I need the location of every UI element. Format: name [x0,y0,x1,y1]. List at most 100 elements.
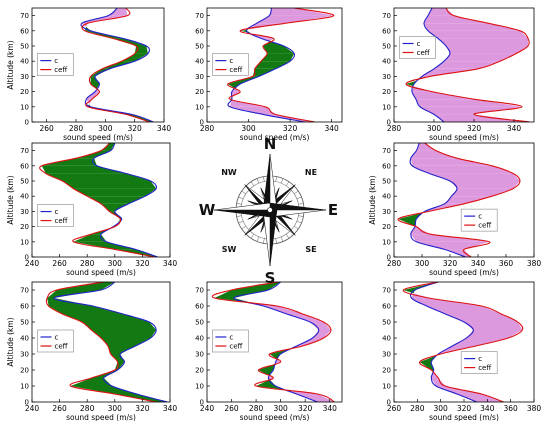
y-tick-label: 70 [195,287,204,295]
x-tick-label: 280 [249,404,264,413]
y-tick-label: 20 [382,367,391,375]
y-tick-label: 30 [20,73,29,81]
series-line-ceff [211,282,335,402]
compass-rose: N NE E SE S SW W NW [199,135,338,287]
compass-tick [236,203,242,205]
x-tick-label: 360 [504,404,519,413]
compass-point [269,209,278,267]
legend-label-c: c [55,208,59,216]
x-axis-label: sound speed (m/s) [63,133,133,142]
series-lines [405,8,531,122]
compass-label-sw: SW [222,245,237,254]
y-tick-label: 40 [20,58,29,66]
chart-panel-nw: 260 280 300 320 340 0 10 20 30 40 50 60 70 sound spee… [6,7,171,142]
x-tick-label: 280 [69,124,84,133]
x-axis-label: sound speed (m/s) [429,268,499,277]
x-tick-label: 320 [467,124,482,133]
fill-segment [310,322,331,330]
chart-panel-sw: 240 260 280 300 320 340 0 10 20 30 40 50 60 70 sound s… [6,281,177,421]
series-lines [211,282,335,402]
x-tick-label: 300 [98,124,113,133]
y-tick-label: 60 [20,162,29,170]
fill-segment [108,8,128,16]
fill-segment [268,378,274,380]
y-tick-label: 50 [382,178,391,186]
series-line-ceff [397,143,521,257]
compass-tick [263,238,265,244]
fill-segment [86,91,100,100]
series-lines [45,282,168,402]
fill-segment [248,23,286,30]
series-line-c [411,8,451,122]
series-line-c [410,282,478,402]
x-tick-label: 240 [200,404,215,413]
x-tick-label: 280 [387,259,402,268]
x-axis-label: sound speed (m/s) [240,413,310,421]
legend-label-c: c [55,334,59,342]
x-axis-label: sound speed (m/s) [66,413,136,421]
fill-segment [445,314,518,322]
y-tick-label: 70 [382,147,391,155]
y-tick-label: 40 [195,335,204,343]
y-tick-label: 70 [20,12,29,20]
chart-panel-se: 260 280 300 320 340 360 380 0 10 20 30 40 50 60 70 soun… [382,281,542,421]
fill-segment [410,234,490,242]
x-tick-label: 300 [273,404,288,413]
legend-label-c: c [54,57,58,65]
x-tick-label: 380 [527,259,542,268]
y-tick-label: 0 [25,399,29,407]
fill-segment [256,15,334,24]
fill-area [403,282,523,402]
x-tick-label: 380 [527,404,542,413]
y-tick-label: 50 [20,319,29,327]
fill-segment [406,84,414,87]
compass-label-n: N [264,135,277,153]
compass-tick [241,190,247,195]
compass-tick [280,178,284,184]
y-axis-label: Altitude (km) [6,317,15,366]
y-tick-label: 0 [200,119,204,127]
y-tick-label: 30 [195,73,204,81]
x-tick-label: 280 [80,259,95,268]
fill-segment [110,354,125,362]
fill-segment [227,84,241,89]
fill-segment [268,376,274,378]
fill-segment [450,181,520,189]
fill-segment [252,68,276,77]
compass-label-e: E [328,201,338,219]
compass-tick [236,215,242,217]
fill-segment [91,330,157,338]
fill-segment [73,241,136,250]
fill-segment [229,106,276,115]
fill-segment [296,394,335,402]
compass-tick [275,176,277,182]
x-tick-label: 240 [25,259,40,268]
fill-area [406,8,530,122]
compass-tick [298,215,304,217]
y-tick-label: 40 [20,335,29,343]
x-tick-label: 320 [298,404,313,413]
x-axis-label: sound speed (m/s) [240,133,310,142]
chart-panel-n: 280 300 320 340 0 10 20 30 40 50 60 70 sound speed (… [195,7,343,142]
x-tick-label: 320 [128,124,143,133]
x-tick-label: 280 [410,404,425,413]
fill-area [81,8,154,122]
plot-frame [31,7,165,123]
y-tick-label: 60 [195,303,204,311]
fill-segment [90,84,100,90]
y-tick-label: 60 [382,162,391,170]
fill-segment [73,188,157,197]
y-tick-label: 30 [20,351,29,359]
fill-segment [81,322,157,330]
chart-panel-s: 240 260 280 300 320 340 0 10 20 30 40 50 60 70 sound s… [195,281,343,421]
fill-segment [446,46,528,54]
fill-segment [406,80,418,84]
y-tick-label: 40 [20,193,29,201]
y-tick-label: 50 [20,178,29,186]
y-tick-label: 50 [382,319,391,327]
plot-frame [393,7,535,123]
fill-segment [296,338,324,346]
x-tick-label: 300 [434,404,449,413]
